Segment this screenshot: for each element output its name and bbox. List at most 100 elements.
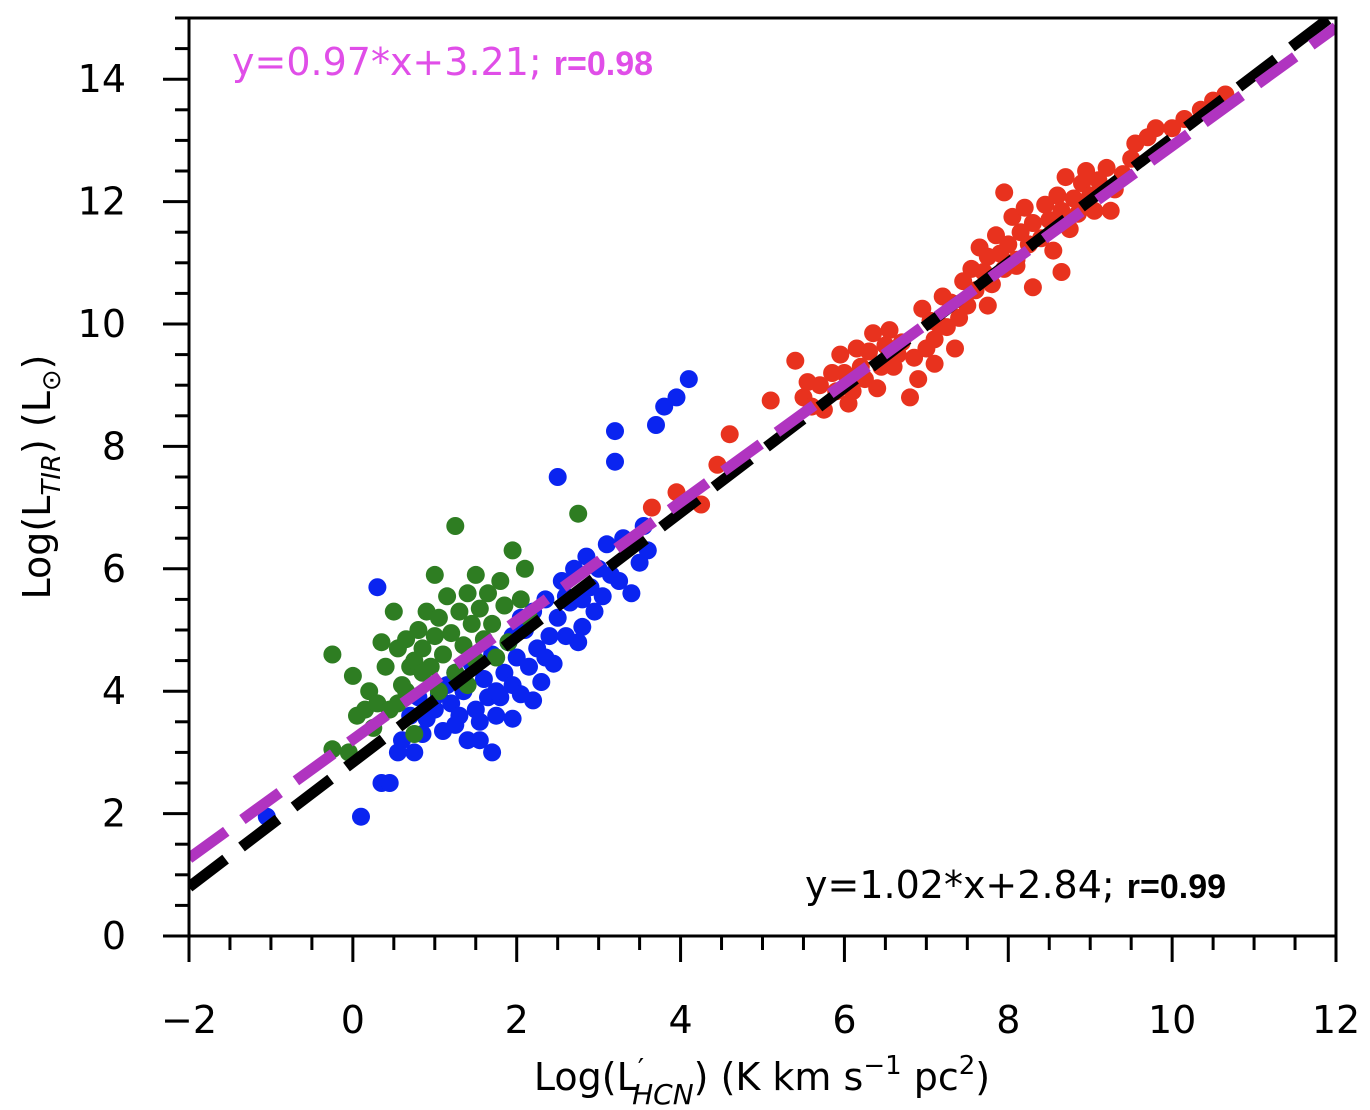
blue-point [352,807,370,826]
blue-point [532,673,551,691]
y-tick-label: 14 [78,57,126,101]
red-point [925,354,944,373]
green-point [434,645,452,664]
red-point [868,379,887,398]
red-point [708,455,727,474]
red-point [1044,241,1063,260]
red-point [880,321,899,340]
red-point [1015,198,1034,217]
x-tick-label: 2 [505,998,529,1042]
blue-point [536,648,555,667]
green-point [397,630,416,649]
blue-point [487,706,506,725]
green-point [511,590,530,609]
black-fit-line [189,18,1336,892]
red-point [1036,195,1055,214]
red-point [1003,207,1022,226]
green-point [515,559,534,578]
red-point [925,330,944,349]
green-point [425,565,444,584]
x-tick-label: 0 [341,998,365,1042]
y-tick-label: 8 [102,424,126,468]
red-point [1023,214,1042,232]
black-fit-label: y=1.02*x+2.84; r=0.99 [805,863,1226,907]
green-point [438,587,457,606]
red-point [909,370,928,389]
x-tick-label: 8 [996,998,1020,1042]
red-point [860,342,878,361]
green-point [450,602,469,621]
blue-point [507,648,526,667]
green-point [487,648,506,667]
green-point [446,517,465,535]
blue-point [593,587,612,606]
blue-point [524,691,543,710]
blue-point [540,627,559,646]
y-tick-label: 10 [78,302,126,346]
red-point [1056,168,1075,187]
red-point [978,296,997,315]
green-point [343,666,362,685]
blue-point [405,743,424,762]
red-point [761,391,780,410]
green-point [458,584,477,603]
red-point [1163,119,1182,138]
red-point [1146,119,1165,138]
green-point [569,504,588,523]
x-tick-label: −2 [161,998,217,1042]
green-point [491,572,510,590]
green-point [323,645,342,664]
green-point [425,627,444,646]
x-tick-label: 6 [832,998,856,1042]
blue-point [569,633,588,652]
red-point [1048,186,1067,205]
green-point [384,602,403,621]
x-tick-label: 10 [1148,998,1196,1042]
blue-point [520,657,538,676]
red-point [1097,158,1116,177]
green-point [405,725,424,743]
blue-point [679,370,698,389]
red-point [901,388,919,407]
y-tick-label: 6 [102,547,126,591]
red-point [1077,162,1096,180]
red-point [810,376,829,395]
green-point [429,608,448,627]
blue-point [548,608,567,627]
red-point [905,348,924,367]
green-point [479,584,497,603]
y-tick-label: 2 [102,792,126,836]
y-axis-ticks: 0 2 4 6 8 10 12 14 [78,16,189,958]
green-point [409,621,428,639]
magenta-fit-label: y=0.97*x+3.21; r=0.98 [232,40,653,84]
red-point [1052,201,1071,220]
red-point [642,498,661,517]
y-tick-label: 12 [78,180,126,224]
blue-point [487,682,506,701]
green-point [413,663,432,682]
x-axis-label: Log(L′ HCN) (K km s−1 pc2) [534,1051,990,1110]
y-tick-label: 0 [102,914,126,958]
green-point [376,657,395,676]
green-point [372,633,391,652]
blue-point [368,578,387,597]
y-axis-label: Log(LTIR) (L⊙) [15,354,67,599]
blue-point [380,774,399,792]
green-point [503,541,522,560]
green-point [495,596,514,615]
x-tick-label: 4 [668,998,692,1042]
red-point [946,339,964,358]
blue-series [257,370,698,826]
red-point [1064,189,1083,208]
blue-point [647,416,665,434]
blue-point [503,709,522,728]
blue-point [573,617,592,636]
blue-point [548,468,567,486]
blue-point [474,670,493,688]
red-point [720,425,739,444]
red-point [1052,263,1071,281]
green-point [470,599,489,618]
red-point [995,183,1014,202]
blue-point [622,584,641,603]
